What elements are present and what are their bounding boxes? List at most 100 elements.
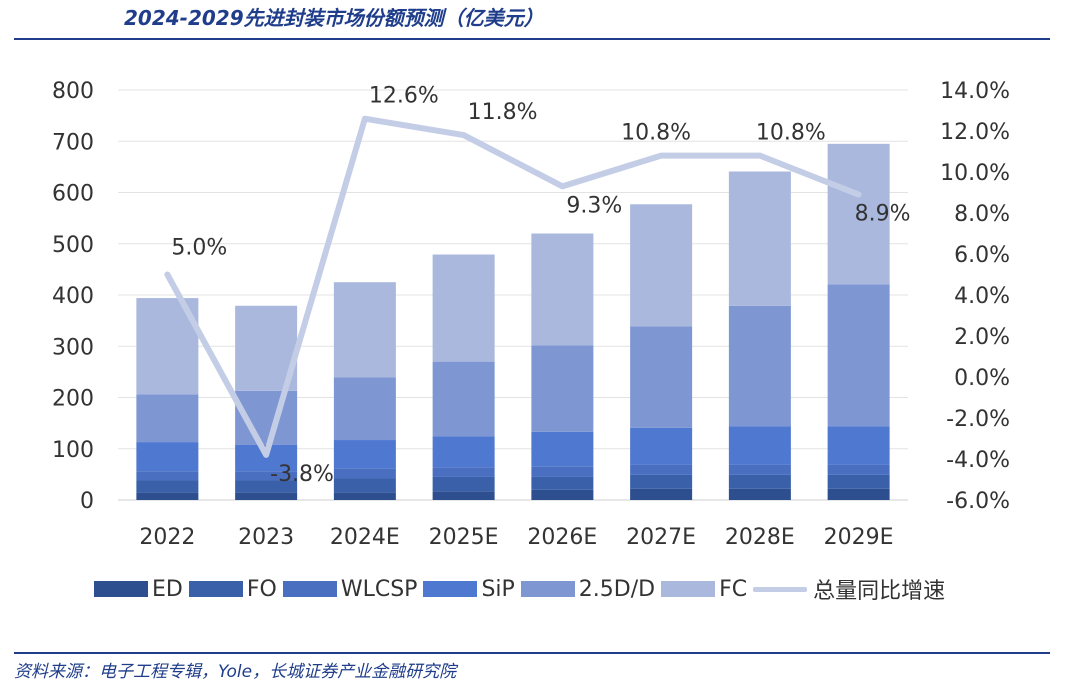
legend-label: ED xyxy=(152,576,183,602)
bar-segment xyxy=(531,476,594,490)
legend-swatch xyxy=(661,581,716,597)
bar-segment xyxy=(728,426,791,465)
bar-segment xyxy=(235,492,298,500)
x-tick-label: 2024E xyxy=(330,525,400,550)
stacked-bar-line-chart: 0 100 200 300 400 500 600 700 800 -6.0% -4.0% -2.0%… xyxy=(52,79,1010,550)
y-right-tick-label: -2.0% xyxy=(946,407,1010,432)
bar-segment xyxy=(630,474,693,489)
bar-segment xyxy=(827,284,890,427)
legend-label: WLCSP xyxy=(340,576,418,602)
bar-segment xyxy=(728,464,791,475)
y-left-tick-label: 200 xyxy=(52,387,94,412)
legend-label: FC xyxy=(719,576,748,602)
bar-segment xyxy=(827,488,890,500)
growth-data-label: 10.8% xyxy=(756,121,826,146)
bar-segment xyxy=(333,440,396,469)
bar-segment xyxy=(630,326,693,428)
bar-segment xyxy=(531,345,594,432)
y-left-tick-label: 400 xyxy=(52,284,94,309)
y-left-tick-label: 500 xyxy=(52,233,94,258)
chart-legend: ED FO WLCSP SiP 2.5D/D FC 总量同比增速 xyxy=(94,574,951,604)
bar-segment xyxy=(136,480,199,493)
source-note: 资料来源：电子工程专辑，Yole，长城证券产业金融研究院 xyxy=(14,662,457,682)
y-right-tick-label: 4.0% xyxy=(954,284,1010,309)
legend-label: 2.5D/D xyxy=(578,576,656,602)
growth-data-label: 8.9% xyxy=(855,202,911,227)
y-right-tick-label: 6.0% xyxy=(954,243,1010,268)
legend-swatch xyxy=(520,581,575,597)
source-rule xyxy=(14,652,1050,654)
bar-segment xyxy=(432,254,495,362)
x-tick-label: 2028E xyxy=(725,525,795,550)
legend-swatch xyxy=(94,581,148,597)
growth-data-label: 5.0% xyxy=(171,236,227,261)
bar-segment xyxy=(333,468,396,479)
bar-segment xyxy=(630,204,693,327)
bar-segment xyxy=(531,233,594,346)
legend-label: 总量同比增速 xyxy=(813,579,946,604)
bar-segment xyxy=(136,492,199,500)
legend-item: 2.5D/D xyxy=(520,576,656,602)
bar-segment xyxy=(630,427,693,465)
bar-segment xyxy=(531,489,594,500)
y-right-tick-label: 8.0% xyxy=(954,202,1010,227)
x-tick-label: 2026E xyxy=(527,525,597,550)
bar-segment xyxy=(728,171,791,306)
legend-item: SiP xyxy=(423,576,515,602)
y-left-tick-label: 600 xyxy=(52,182,94,207)
bar-segment xyxy=(235,471,298,481)
y-left-tick-label: 300 xyxy=(52,335,94,360)
y-right-tick-label: 14.0% xyxy=(940,79,1010,104)
y-right-tick-label: -6.0% xyxy=(946,489,1010,514)
bar-segment xyxy=(432,436,495,468)
legend-item: FO xyxy=(188,577,277,602)
bar-segment xyxy=(531,466,594,477)
chart-title: 2024-2029先进封装市场份额预测（亿美元） xyxy=(124,6,544,30)
y-right-tick-label: 0.0% xyxy=(954,366,1010,391)
bar-segment xyxy=(827,474,890,489)
title-rule xyxy=(14,38,1050,40)
bar-segment xyxy=(432,491,495,500)
bar-segment xyxy=(630,464,693,475)
bar-segment xyxy=(333,492,396,500)
growth-line xyxy=(164,115,862,458)
legend-label: SiP xyxy=(481,576,515,602)
y-left-tick-label: 0 xyxy=(80,489,94,514)
bar-segment xyxy=(136,394,199,443)
bar-segment xyxy=(136,442,199,472)
bar-segment xyxy=(827,464,890,475)
legend-item: WLCSP xyxy=(282,576,418,602)
bar-segment xyxy=(333,377,396,441)
bar-segment xyxy=(531,431,594,467)
y-left-tick-label: 100 xyxy=(52,438,94,463)
legend-swatch xyxy=(753,586,808,592)
x-tick-label: 2022 xyxy=(139,525,195,550)
y-left-tick-label: 800 xyxy=(52,79,94,104)
growth-data-label: -3.8% xyxy=(270,462,334,487)
growth-data-label: 9.3% xyxy=(566,193,622,218)
legend-item: 总量同比增速 xyxy=(753,573,945,605)
bar-segment xyxy=(432,361,495,437)
x-tick-label: 2025E xyxy=(429,525,499,550)
bar-segment xyxy=(728,488,791,500)
bar-segment xyxy=(333,478,396,493)
y-right-tick-label: 10.0% xyxy=(940,161,1010,186)
bar-segment xyxy=(728,474,791,489)
legend-swatch xyxy=(423,581,478,597)
y-right-tick-label: 12.0% xyxy=(940,120,1010,145)
x-tick-label: 2027E xyxy=(626,525,696,550)
y-left-tick-label: 700 xyxy=(52,130,94,155)
bar-segment xyxy=(728,305,791,427)
bar-segment xyxy=(630,488,693,500)
x-tick-label: 2023 xyxy=(238,525,294,550)
legend-item: ED xyxy=(94,577,183,602)
bar-segment xyxy=(432,467,495,477)
growth-data-label: 11.8% xyxy=(468,100,538,125)
growth-data-label: 10.8% xyxy=(621,121,691,146)
bar-segment xyxy=(235,480,298,493)
growth-data-label: 12.6% xyxy=(369,84,439,109)
y-right-tick-label: -4.0% xyxy=(946,448,1010,473)
bar-segment xyxy=(136,471,199,481)
bar-segment xyxy=(333,282,396,378)
legend-swatch xyxy=(282,581,337,597)
